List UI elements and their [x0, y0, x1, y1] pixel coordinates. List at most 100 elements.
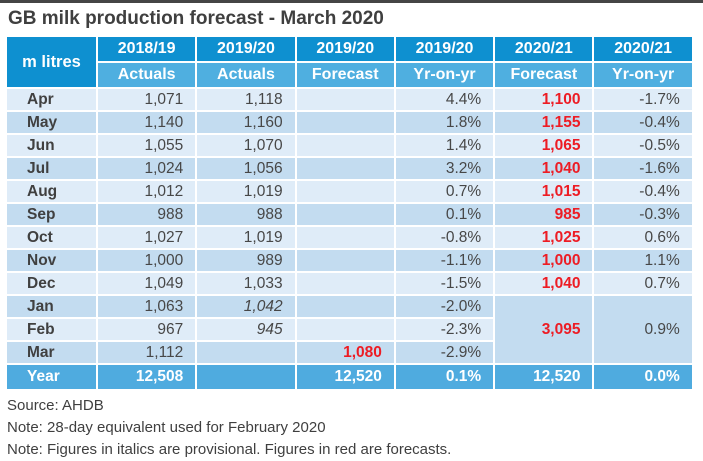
table-row-may: May 1,140 1,160 1.8% 1,155 -0.4%	[5, 110, 694, 135]
table-row-aug: Aug 1,012 1,019 0.7% 1,015 -0.4%	[5, 179, 694, 204]
table-header: m litres 2018/19 2019/20 2019/20 2019/20 2020…	[5, 35, 694, 89]
month-label: Apr	[5, 87, 98, 112]
value-cell: 1,065	[493, 133, 595, 158]
table-row-jan: Jan 1,063 1,042 -2.0% 3,095 0.9%	[5, 294, 694, 365]
value-cell: 1,040	[493, 156, 595, 181]
value-cell: -1.1%	[393, 248, 496, 273]
value-cell	[294, 248, 396, 273]
value-cell	[294, 87, 396, 112]
value-cell	[294, 225, 396, 250]
table-row-apr: Apr 1,071 1,118 4.4% 1,100 -1.7%	[5, 87, 694, 112]
value-cell: -1.7%	[592, 87, 694, 112]
value-cell: 1,042	[195, 294, 297, 319]
month-label: Mar	[5, 340, 98, 365]
table-row-mar: Mar 1,112 1,080 -2.9%	[5, 340, 693, 365]
value-cell: -2.3%	[393, 317, 496, 342]
month-label: Jun	[5, 133, 98, 158]
value-cell: 1,160	[195, 110, 297, 135]
year-header-4: 2020/21	[493, 35, 595, 63]
unit-header-cell: m litres	[5, 35, 98, 89]
value-cell: 989	[195, 248, 297, 273]
value-cell: 3.2%	[393, 156, 496, 181]
value-cell: 1,015	[493, 179, 595, 204]
value-cell: 1,049	[95, 271, 198, 296]
value-cell: 967	[95, 317, 198, 342]
table-row-year-total: Year 12,508 12,520 0.1% 12,520 0.0%	[5, 363, 694, 391]
subheader-0: Actuals	[95, 61, 198, 89]
value-cell: -0.5%	[592, 133, 694, 158]
milk-production-table: m litres 2018/19 2019/20 2019/20 2019/20 2020…	[5, 35, 694, 391]
merged-forecast-cell: 3,095	[493, 294, 595, 365]
value-cell: -2.9%	[393, 340, 496, 365]
value-cell: 1,033	[195, 271, 297, 296]
value-cell: 945	[195, 317, 297, 342]
total-value-cell: 0.1%	[393, 363, 496, 391]
value-cell: 1,071	[95, 87, 198, 112]
value-cell: 1,040	[493, 271, 595, 296]
header-sub-row: Actuals Actuals Forecast Yr-on-yr Forecast Yr…	[6, 61, 694, 89]
value-cell: 1,063	[95, 294, 198, 319]
total-value-cell: 0.0%	[592, 363, 694, 391]
year-header-0: 2018/19	[95, 35, 198, 63]
legend-note: Note: Figures in italics are provisional…	[7, 441, 452, 458]
source-note: Source: AHDB	[7, 397, 104, 414]
value-cell: -1.5%	[393, 271, 496, 296]
subheader-5: Yr-on-yr	[592, 61, 694, 89]
table-row-oct: Oct 1,027 1,019 -0.8% 1,025 0.6%	[5, 225, 694, 250]
total-value-cell: 12,520	[294, 363, 396, 391]
value-cell: 985	[493, 202, 595, 227]
value-cell: 988	[95, 202, 198, 227]
value-cell: 0.6%	[592, 225, 694, 250]
value-cell: 1,118	[195, 87, 297, 112]
value-cell: 988	[195, 202, 297, 227]
table-row-jun: Jun 1,055 1,070 1.4% 1,065 -0.5%	[5, 133, 694, 158]
value-cell	[294, 271, 396, 296]
value-cell: -1.6%	[592, 156, 694, 181]
value-cell: 1,019	[195, 225, 297, 250]
value-cell: 1,056	[195, 156, 297, 181]
table-body: Apr 1,071 1,118 4.4% 1,100 -1.7% May 1,140 1,160…	[5, 87, 694, 391]
month-label: Feb	[5, 317, 98, 342]
subheader-3: Yr-on-yr	[393, 61, 496, 89]
value-cell: -0.4%	[592, 179, 694, 204]
subheader-1: Actuals	[195, 61, 297, 89]
value-cell: 0.1%	[393, 202, 496, 227]
value-cell	[294, 294, 396, 319]
value-cell: 1,000	[493, 248, 595, 273]
subheader-4: Forecast	[493, 61, 595, 89]
value-cell: 1,155	[493, 110, 595, 135]
value-cell	[294, 179, 396, 204]
total-value-cell: 12,508	[95, 363, 198, 391]
value-cell: 1,012	[95, 179, 198, 204]
page-title: GB milk production forecast - March 2020	[8, 8, 384, 29]
value-cell	[294, 110, 396, 135]
value-cell: 1,100	[493, 87, 595, 112]
month-label: Jan	[5, 294, 98, 319]
year-header-5: 2020/21	[592, 35, 694, 63]
total-label: Year	[5, 363, 98, 391]
february-note: Note: 28-day equivalent used for Februar…	[7, 419, 326, 436]
value-cell: -0.8%	[393, 225, 496, 250]
month-label: Aug	[5, 179, 98, 204]
value-cell: 0.7%	[592, 271, 694, 296]
value-cell: 4.4%	[393, 87, 496, 112]
value-cell: 1.1%	[592, 248, 694, 273]
value-cell	[294, 156, 396, 181]
value-cell: -2.0%	[393, 294, 496, 319]
table-row-nov: Nov 1,000 989 -1.1% 1,000 1.1%	[5, 248, 694, 273]
value-cell: 1,055	[95, 133, 198, 158]
month-label: Sep	[5, 202, 98, 227]
month-label: May	[5, 110, 98, 135]
subheader-2: Forecast	[294, 61, 396, 89]
value-cell: 1.8%	[393, 110, 496, 135]
value-cell: -0.4%	[592, 110, 694, 135]
value-cell: 1,019	[195, 179, 297, 204]
table-row-feb: Feb 967 945 -2.3%	[5, 317, 693, 342]
month-label: Nov	[5, 248, 98, 273]
value-cell: 1,080	[294, 340, 396, 365]
value-cell: 1,112	[95, 340, 198, 365]
month-label: Oct	[5, 225, 98, 250]
value-cell: 1,070	[195, 133, 297, 158]
footnotes: Source: AHDB Note: 28-day equivalent use…	[7, 397, 703, 459]
year-header-3: 2019/20	[393, 35, 496, 63]
